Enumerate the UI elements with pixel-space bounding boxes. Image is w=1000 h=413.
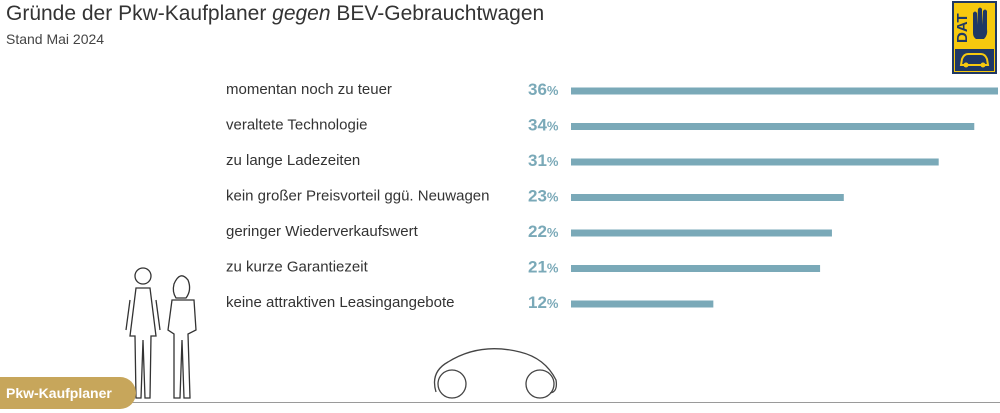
title-part-2: gegen [272, 2, 331, 25]
category-label: zu lange Ladezeiten [226, 152, 360, 169]
value-label: 22% [528, 222, 559, 241]
value-label: 31% [528, 151, 559, 170]
bar [571, 265, 821, 272]
woman-figure-icon [167, 275, 197, 399]
bar [571, 158, 939, 166]
chart-subtitle: Stand Mai 2024 [6, 31, 105, 47]
value-label: 36% [528, 80, 559, 99]
bar [571, 229, 832, 237]
title-part-1: Gründe der Pkw-Kaufplaner [6, 2, 273, 25]
man-figure-icon [125, 267, 161, 399]
category-label: veraltete Technologie [226, 117, 368, 134]
car-outline-icon [433, 348, 558, 399]
title-part-3: BEV-Gebrauchtwagen [330, 2, 545, 25]
bar [571, 123, 975, 130]
category-label: momentan noch zu teuer [226, 81, 392, 98]
dat-logo: DAT [952, 1, 997, 74]
value-label: 34% [528, 116, 559, 135]
dat-logo-graphic: DAT [954, 7, 994, 71]
bar [571, 87, 998, 95]
category-label: keine attraktiven Leasingangebote [226, 294, 455, 311]
chart-title: Gründe der Pkw-Kaufplaner gegen BEV-Gebr… [6, 2, 544, 26]
value-label: 23% [528, 187, 559, 206]
category-label: zu kurze Garantiezeit [226, 259, 369, 276]
category-label: kein großer Preisvorteil ggü. Neuwagen [226, 188, 489, 205]
bar [571, 300, 714, 308]
ground-line [0, 402, 1000, 403]
car-icon [955, 49, 994, 71]
hand-icon [973, 7, 988, 39]
value-label: 21% [528, 258, 559, 277]
logo-text: DAT [954, 13, 971, 43]
respondent-group-badge: Pkw-Kaufplaner [0, 377, 136, 409]
category-label: geringer Wiederverkaufswert [226, 223, 419, 240]
bar [571, 194, 844, 201]
value-label: 12% [528, 293, 559, 312]
